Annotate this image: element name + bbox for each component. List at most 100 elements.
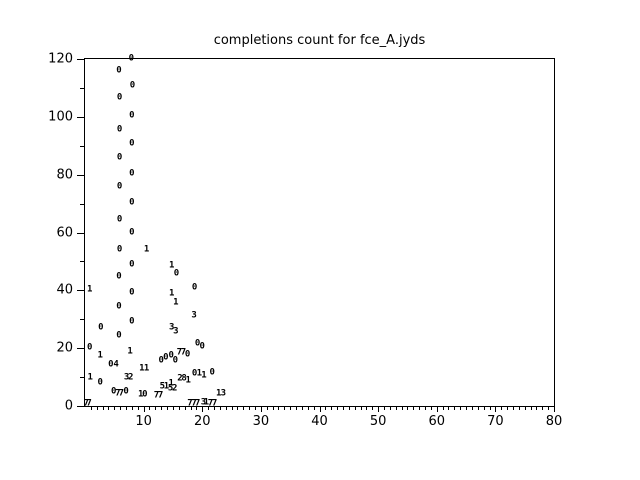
x-major-tick [202,406,204,412]
data-point: 0 [116,181,123,192]
y-major-tick [77,116,84,118]
chart-title: completions count for fce_A.jyds [213,33,426,48]
data-point: 5 [159,381,166,392]
data-point: 0 [129,80,136,91]
x-major-tick [436,406,438,412]
x-minor-tick [149,406,151,410]
x-minor-tick [184,406,186,410]
data-point: 0 [199,341,205,352]
x-minor-tick [108,406,110,410]
y-major-tick [77,348,84,350]
x-major-tick [554,406,555,412]
x-minor-tick [507,406,509,410]
data-point: 1 [137,389,144,400]
x-minor-tick [161,406,163,410]
x-minor-tick [208,406,210,410]
data-point: 1 [127,346,133,357]
data-point: 2 [177,373,183,384]
data-point: 7 [211,398,218,409]
x-minor-tick [454,406,456,410]
data-point: 1 [203,397,210,408]
x-minor-tick [425,406,427,410]
data-point: 0 [129,168,135,178]
x-tick-label: 50 [369,414,387,429]
data-point: 0 [116,301,122,312]
data-point: 3 [220,388,227,399]
x-minor-tick [460,406,462,410]
x-minor-tick [542,406,544,410]
x-minor-tick [284,406,286,410]
y-tick-label: 0 [64,398,73,414]
data-point: 0 [129,197,135,208]
data-point: 0 [108,359,114,370]
data-point: 5 [167,383,174,394]
data-point: 0 [129,110,135,121]
data-point: 0 [142,389,148,400]
data-point: 1 [201,370,207,381]
y-tick-label: 120 [48,51,73,67]
x-minor-tick [489,406,491,410]
x-minor-tick [272,406,274,410]
data-point: 0 [158,355,164,366]
x-minor-tick [219,406,221,410]
y-minor-tick [80,377,84,379]
y-major-tick [77,174,84,176]
data-point: 0 [116,152,123,163]
y-major-tick [77,406,84,407]
x-minor-tick [413,406,415,410]
data-point: 0 [116,214,123,225]
x-minor-tick [430,406,432,410]
data-point: 3 [191,310,197,321]
x-minor-tick [530,406,532,410]
y-minor-tick [80,261,84,263]
x-major-tick [260,406,262,412]
y-minor-tick [80,145,84,147]
x-minor-tick [466,406,468,410]
data-point: 1 [169,260,175,271]
x-minor-tick [354,406,356,410]
data-point: 3 [200,397,207,408]
data-point: 0 [86,342,93,353]
x-tick-label: 10 [135,414,152,429]
x-minor-tick [419,406,421,410]
x-minor-tick [348,406,350,410]
x-minor-tick [383,406,385,410]
x-major-tick [319,406,321,412]
data-point: 8 [181,373,187,384]
data-point: 0 [128,53,135,64]
x-minor-tick [395,406,397,410]
data-point: 0 [173,268,180,279]
x-minor-tick [483,406,485,410]
x-minor-tick [407,406,409,410]
x-minor-tick [442,406,444,410]
x-tick-label: 80 [545,414,563,429]
x-minor-tick [172,406,174,410]
y-tick-label: 60 [56,225,73,240]
data-point: 4 [113,359,119,370]
data-point: 0 [129,316,135,327]
data-point: 0 [116,244,123,255]
data-point: 1 [169,288,175,299]
x-tick-label: 30 [252,414,270,429]
data-point: 0 [98,322,104,333]
x-minor-tick [278,406,280,410]
data-point: 0 [168,350,174,361]
data-point: 2 [128,372,134,383]
x-minor-tick [167,406,169,410]
y-minor-tick [80,319,84,321]
x-tick-label: 60 [428,414,446,429]
x-tick-label: 40 [311,414,328,429]
data-point: 1 [163,381,170,392]
data-point: 7 [86,398,92,409]
data-point: 1 [185,375,191,386]
x-minor-tick [477,406,479,410]
data-point: 7 [153,390,160,401]
x-minor-tick [114,406,116,410]
data-point: 0 [191,282,198,293]
data-point: 0 [129,138,135,149]
x-minor-tick [120,406,122,410]
data-point: 0 [194,338,201,349]
x-tick-label: 70 [487,414,504,429]
x-minor-tick [313,406,315,410]
data-point: 1 [168,378,174,389]
